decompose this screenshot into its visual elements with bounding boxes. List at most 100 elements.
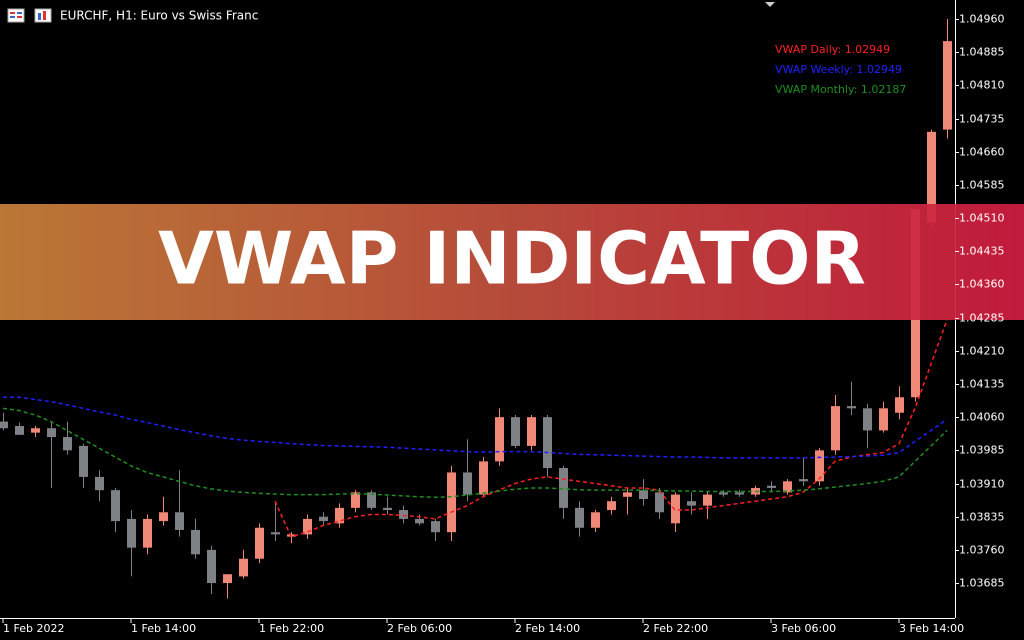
- candle-body: [431, 521, 440, 533]
- icon-bar: [17, 16, 22, 18]
- candle-body: [159, 512, 168, 522]
- candle-body: [719, 492, 728, 495]
- candle-body: [847, 406, 856, 409]
- icon-bar: [17, 12, 22, 14]
- y-tick-label: 1.04435: [959, 245, 1005, 258]
- x-tick-label: 3 Feb 06:00: [771, 622, 836, 635]
- candle-body: [479, 461, 488, 495]
- icon-bar: [10, 16, 15, 18]
- x-tick-label: 2 Feb 06:00: [387, 622, 452, 635]
- x-tick-label: 1 Feb 22:00: [259, 622, 324, 635]
- candle-body: [367, 492, 376, 508]
- y-tick-label: 1.04810: [959, 79, 1005, 92]
- y-tick-label: 1.03910: [959, 478, 1005, 491]
- candle-body: [271, 532, 280, 535]
- candle-body: [0, 421, 8, 429]
- candle-body: [895, 397, 904, 413]
- banner-background: [0, 204, 1024, 320]
- candle-body: [15, 426, 24, 435]
- y-tick-label: 1.04660: [959, 146, 1005, 159]
- legend-entry: VWAP Weekly: 1.02949: [775, 63, 902, 76]
- chart-shift-marker: [765, 2, 775, 7]
- y-tick-label: 1.03685: [959, 577, 1005, 590]
- candle-body: [495, 417, 504, 462]
- y-tick-label: 1.04735: [959, 113, 1005, 126]
- candle-body: [31, 428, 40, 433]
- icon-menu[interactable]: [7, 8, 25, 23]
- candle-body: [255, 527, 264, 559]
- candle-body: [655, 492, 664, 513]
- candle-body: [799, 479, 808, 482]
- y-tick-label: 1.04885: [959, 46, 1005, 59]
- banner: VWAP INDICATOR: [0, 204, 1024, 320]
- candle-body: [399, 510, 408, 519]
- candle-body: [575, 507, 584, 528]
- candle-body: [783, 481, 792, 493]
- chart-title: EURCHF, H1: Euro vs Swiss Franc: [60, 9, 258, 23]
- x-tick-label: 2 Feb 14:00: [515, 622, 580, 635]
- candle-body: [559, 468, 568, 508]
- candle-body: [879, 408, 888, 431]
- y-tick-label: 1.04360: [959, 278, 1005, 291]
- candle-body: [239, 558, 248, 577]
- symbol-icons: [7, 8, 52, 23]
- candle-body: [415, 518, 424, 524]
- candle-body: [927, 131, 936, 223]
- candle-body: [463, 472, 472, 495]
- candle-body: [815, 450, 824, 482]
- candle-body: [223, 574, 232, 584]
- legend: VWAP Daily: 1.02949 VWAP Weekly: 1.02949 V…: [775, 43, 906, 96]
- vwap-line: [3, 396, 948, 459]
- candle-body: [639, 490, 648, 500]
- x-tick-label: 1 Feb 14:00: [131, 622, 196, 635]
- y-tick-label: 1.04510: [959, 212, 1005, 225]
- candle-body: [207, 549, 216, 584]
- y-tick-label: 1.04960: [959, 13, 1005, 26]
- candle-body: [831, 406, 840, 451]
- y-tick-label: 1.04585: [959, 179, 1005, 192]
- y-tick-label: 1.04210: [959, 345, 1005, 358]
- candle-body: [319, 516, 328, 522]
- candle-body: [943, 41, 952, 130]
- icon-bar: [38, 13, 41, 20]
- candle-body: [63, 437, 72, 451]
- legend-entry: VWAP Monthly: 1.02187: [775, 83, 906, 96]
- y-tick-label: 1.03835: [959, 511, 1005, 524]
- candle-body: [383, 507, 392, 511]
- y-tick-label: 1.04135: [959, 378, 1005, 391]
- candle-body: [591, 512, 600, 528]
- candle-body: [767, 485, 776, 488]
- candle-body: [175, 512, 184, 530]
- vwap-line: [274, 319, 948, 538]
- candle-body: [623, 492, 632, 497]
- plot-area: [0, 19, 952, 599]
- candle-body: [143, 518, 152, 548]
- candle-body: [47, 428, 56, 438]
- legend-entry: VWAP Daily: 1.02949: [775, 43, 890, 56]
- candle-body: [127, 518, 136, 548]
- candle-body: [303, 518, 312, 535]
- candle-body: [687, 501, 696, 506]
- candle-body: [95, 476, 104, 491]
- candle-body: [543, 417, 552, 469]
- icon-bar: [43, 11, 46, 20]
- candle-body: [111, 490, 120, 522]
- icon-bar: [10, 12, 15, 14]
- candle-body: [79, 445, 88, 477]
- y-tick-label: 1.04285: [959, 312, 1005, 325]
- x-tick-label: 1 Feb 2022: [3, 622, 64, 635]
- candle-body: [607, 501, 616, 511]
- y-tick-label: 1.04060: [959, 411, 1005, 424]
- y-tick-label: 1.03985: [959, 444, 1005, 457]
- candle-body: [335, 507, 344, 524]
- candle-body: [511, 417, 520, 446]
- x-tick-label: 3 Feb 14:00: [899, 622, 964, 635]
- banner-title: VWAP INDICATOR: [158, 217, 866, 301]
- y-tick-label: 1.03760: [959, 544, 1005, 557]
- x-tick-label: 2 Feb 22:00: [643, 622, 708, 635]
- candle-body: [863, 408, 872, 431]
- candle-body: [527, 417, 536, 446]
- candle-body: [191, 529, 200, 555]
